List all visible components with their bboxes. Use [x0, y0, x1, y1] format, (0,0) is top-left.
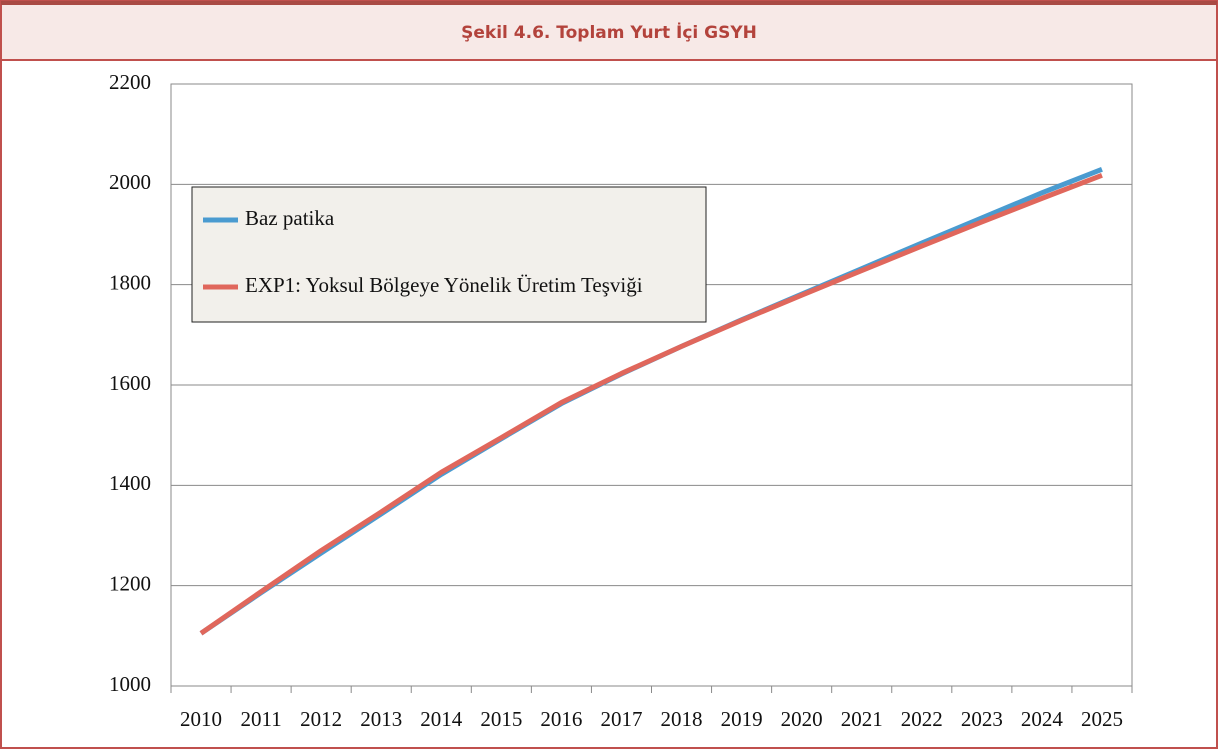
- y-tick-label: 2000: [109, 170, 151, 194]
- x-tick-label: 2022: [901, 707, 943, 731]
- x-tick-label: 2012: [300, 707, 342, 731]
- x-tick-label: 2023: [961, 707, 1003, 731]
- y-tick-label: 1400: [109, 471, 151, 495]
- legend-label: EXP1: Yoksul Bölgeye Yönelik Üretim Teşv…: [245, 273, 643, 297]
- x-tick-label: 2010: [180, 707, 222, 731]
- x-tick-label: 2017: [600, 707, 642, 731]
- legend-label: Baz patika: [245, 206, 335, 230]
- x-tick-label: 2020: [781, 707, 823, 731]
- x-tick-label: 2021: [841, 707, 883, 731]
- y-tick-label: 1200: [109, 571, 151, 595]
- x-tick-label: 2015: [480, 707, 522, 731]
- x-tick-label: 2019: [721, 707, 763, 731]
- series-line: [199, 172, 1103, 636]
- chart-title: Şekil 4.6. Toplam Yurt İçi GSYH: [461, 21, 757, 43]
- legend: [191, 186, 707, 323]
- y-tick-label: 1600: [109, 371, 151, 395]
- title-bar: [0, 0, 1218, 61]
- y-tick-label: 1000: [109, 672, 151, 696]
- x-tick-label: 2014: [420, 707, 463, 731]
- title-bar-top: [1, 1, 1217, 5]
- x-tick-label: 2016: [540, 707, 582, 731]
- x-tick-label: 2011: [240, 707, 281, 731]
- x-tick-label: 2018: [661, 707, 703, 731]
- y-tick-label: 1800: [109, 270, 151, 294]
- x-tick-label: 2013: [360, 707, 402, 731]
- x-tick-label: 2025: [1081, 707, 1123, 731]
- x-tick-label: 2024: [1021, 707, 1064, 731]
- y-tick-label: 2200: [109, 70, 151, 94]
